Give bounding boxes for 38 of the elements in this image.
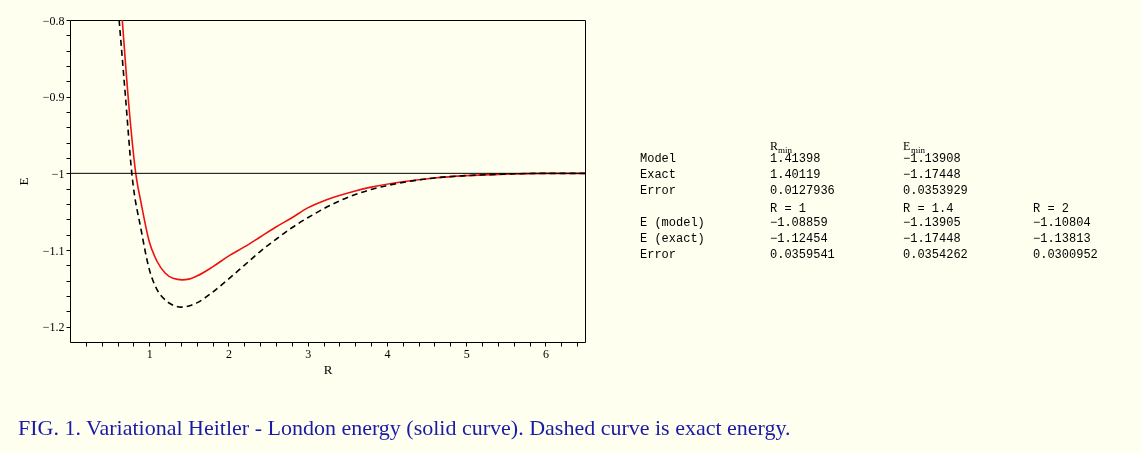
text: R = 1	[770, 202, 807, 216]
x-tick-label: 4	[384, 346, 391, 361]
y-axis-title: E	[15, 177, 31, 186]
text: 0.0300952	[1033, 248, 1098, 262]
text: −1.12454	[770, 232, 828, 246]
text: 1.41398	[770, 152, 821, 166]
x-tick-label: 1	[146, 346, 153, 361]
y-tick-label: −0.8	[42, 13, 65, 28]
text: 0.0354262	[903, 248, 968, 262]
y-tick-label: −1.2	[42, 320, 65, 335]
text: E (exact)	[640, 232, 705, 246]
x-tick-label: 6	[542, 346, 549, 361]
y-tick-label: −1	[51, 166, 65, 181]
text: −1.13813	[1033, 232, 1091, 246]
text: −1.10804	[1033, 216, 1091, 230]
text: E (model)	[640, 216, 705, 230]
text: 1.40119	[770, 168, 821, 182]
text: −1.08859	[770, 216, 828, 230]
y-tick-label: −1.1	[42, 243, 65, 258]
caption: FIG. 1. Variational Heitler - London energy (solid curve). Dashed curve is exact energy.	[18, 415, 791, 440]
text: R = 1.4	[903, 202, 954, 216]
x-tick-label: 2	[225, 346, 232, 361]
x-tick-label: 3	[305, 346, 312, 361]
x-tick-label: 5	[463, 346, 470, 361]
text: −1.17448	[903, 168, 961, 182]
text: 0.0359541	[770, 248, 835, 262]
text: −1.13908	[903, 152, 961, 166]
text: −1.13905	[903, 216, 961, 230]
text: Model	[640, 152, 677, 166]
text: Error	[640, 248, 677, 262]
text: 0.0353929	[903, 184, 968, 198]
text: 0.0127936	[770, 184, 835, 198]
x-axis-title: R	[323, 361, 333, 377]
y-tick-label: −0.9	[42, 90, 65, 105]
text: Exact	[640, 168, 677, 182]
text: R = 2	[1033, 202, 1070, 216]
text: Error	[640, 184, 677, 198]
text: −1.17448	[903, 232, 961, 246]
